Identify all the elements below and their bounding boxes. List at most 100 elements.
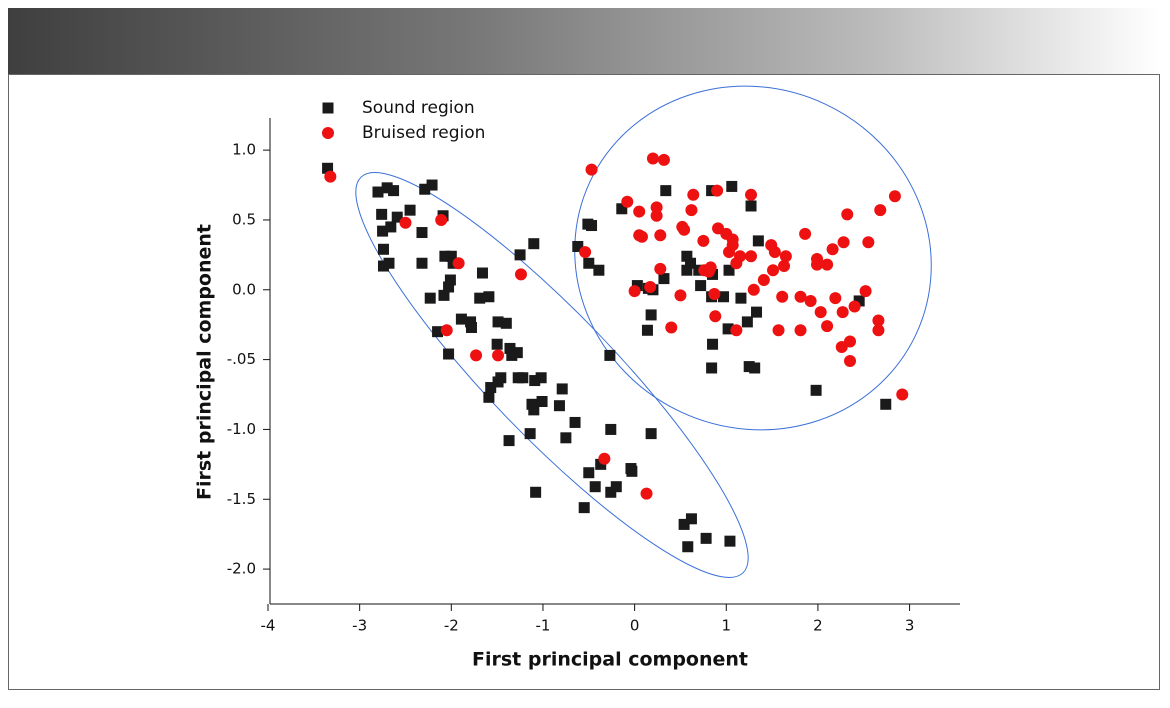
point [880,398,892,410]
point [377,243,389,255]
point [524,428,536,440]
point [776,290,789,303]
point [872,324,885,337]
point [665,321,678,334]
point [503,435,515,447]
point [862,236,875,249]
y-tick-label: 1.0 [232,141,256,159]
y-tick-label: -.05 [227,350,256,368]
legend-label: Sound region [362,98,475,118]
point [476,267,488,279]
point [645,309,657,321]
point [572,240,584,252]
point [583,467,595,479]
point [695,280,707,292]
x-tick-label: 2 [813,617,823,635]
point [723,264,735,276]
point [616,203,628,215]
point [794,324,807,337]
point [556,383,568,395]
point [372,186,384,198]
point [687,188,700,201]
point [650,209,663,222]
point [826,243,839,256]
point [804,294,817,307]
point [734,250,747,263]
point [528,404,540,416]
point [530,486,542,498]
x-axis-label: First principal component [472,649,748,671]
point [492,376,504,388]
point [569,416,581,428]
point [443,281,455,293]
y-tick-label: 0.0 [232,280,256,298]
point [722,323,734,335]
point [593,264,605,276]
point [685,513,697,525]
point [814,306,827,319]
point [685,257,697,269]
point [645,428,657,440]
point [896,388,909,401]
point [735,292,747,304]
point [419,183,431,195]
point [514,249,526,261]
x-tick-label: -4 [261,617,276,635]
point [751,306,763,318]
point [794,290,807,303]
x-tick-label: 1 [722,617,732,635]
point [377,225,389,237]
point [595,458,607,470]
point [455,313,467,325]
point [660,185,672,197]
point [650,201,663,214]
point [439,250,451,262]
legend-label: Bruised region [362,123,485,143]
point [324,170,337,183]
point [631,280,643,292]
point [654,262,667,275]
y-tick-label: -1.0 [227,420,256,438]
point [678,518,690,530]
point [500,317,512,329]
x-tick-label: -3 [352,617,367,635]
point [704,261,717,274]
cluster-ellipse [574,85,932,431]
point [707,338,719,350]
point [535,372,547,384]
point [388,185,400,197]
point [810,384,822,396]
point [492,316,504,328]
point [697,234,710,247]
point [474,292,486,304]
frame [8,74,1160,690]
point [526,398,538,410]
point [888,190,901,203]
point [426,179,438,191]
point [848,300,861,313]
point [757,274,770,286]
point [438,289,450,301]
point [492,349,505,362]
point [465,316,477,328]
point [752,235,764,247]
point [641,324,653,336]
point [772,324,785,337]
point [640,487,653,500]
point [726,233,739,246]
point [444,274,456,286]
point [685,204,698,217]
point [605,486,617,498]
point [706,362,718,374]
point [383,257,395,269]
point [445,250,457,262]
point [718,291,730,303]
point [654,229,667,242]
point [844,355,857,367]
point [633,229,646,242]
point [747,283,760,296]
cluster-ellipse [355,172,749,578]
point [678,223,691,236]
